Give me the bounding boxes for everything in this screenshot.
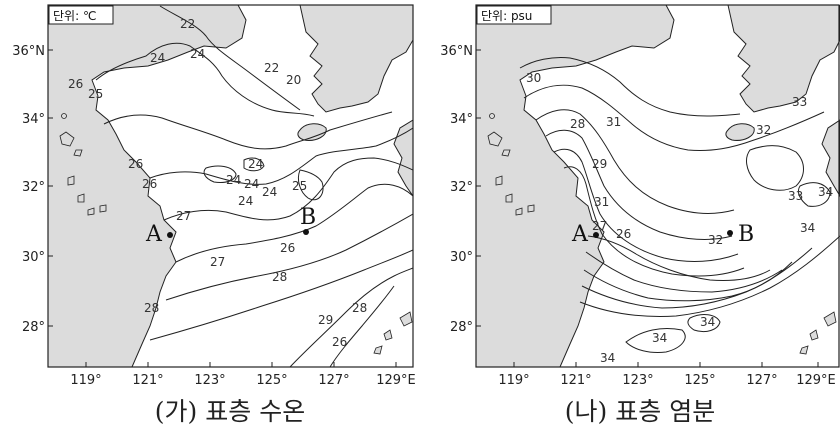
contour-label: 26 (332, 335, 347, 349)
lat-tick-label: 28° (22, 320, 45, 335)
lon-tick-label: 123° (622, 373, 653, 388)
latitude-axis: 36°N 34° 32° 30° 28° (12, 44, 53, 335)
contour-label: 33 (792, 95, 807, 109)
point-b-marker (727, 230, 733, 236)
contour-label: 24 (244, 177, 259, 191)
latitude-axis: 36°N 34° 32° 30° 28° (440, 44, 481, 335)
contour-label: 29 (318, 313, 333, 327)
unit-label: 단위: ℃ (53, 9, 96, 23)
contour-label: 22 (180, 17, 195, 31)
contour-labels: 22 24 22 20 26 25 24 26 24 24 24 24 24 2… (68, 17, 367, 349)
contour-label: 27 (176, 209, 191, 223)
lon-tick-label: 129°E (796, 373, 836, 388)
contour-label: 27 (210, 255, 225, 269)
contour-label: 28 (272, 270, 287, 284)
jeju-island (725, 123, 755, 141)
contour-label: 25 (292, 179, 307, 193)
contour-label: 22 (264, 61, 279, 75)
contour-label: 26 (68, 77, 83, 91)
salinity-map: 30 31 28 33 32 29 31 27 26 32 33 34 34 3… (440, 4, 840, 388)
lat-tick-label: 30° (22, 250, 45, 265)
point-a-label: A (571, 222, 589, 247)
china-landmass (48, 5, 247, 367)
point-a-marker (593, 232, 599, 238)
contour-label: 26 (616, 227, 631, 241)
contour-label: 24 (262, 185, 277, 199)
temperature-map-caption: (가) 표층 수온 (154, 397, 306, 426)
temperature-map: 22 24 22 20 26 25 24 26 24 24 24 24 24 2… (12, 4, 416, 388)
lat-tick-label: 34° (22, 112, 45, 127)
contour-label: 26 (280, 241, 295, 255)
contour-label: 33 (788, 189, 803, 203)
contour-label: 24 (248, 157, 263, 171)
lon-tick-label: 121° (560, 373, 591, 388)
contour-label: 28 (352, 301, 367, 315)
contour-label: 26 (142, 177, 157, 191)
lat-tick-label: 34° (450, 112, 473, 127)
lat-tick-label: 32° (22, 180, 45, 195)
unit-label-box (476, 5, 552, 25)
salinity-map-caption: (나) 표층 염분 (564, 397, 716, 426)
lon-tick-label: 125° (684, 373, 715, 388)
contour-label: 24 (226, 173, 241, 187)
contour-label: 32 (708, 233, 723, 247)
isohaline-contours (519, 57, 840, 353)
lon-tick-label: 123° (194, 373, 225, 388)
contour-label: 34 (652, 331, 667, 345)
contour-label: 20 (286, 73, 301, 87)
isotherm-contours (95, 5, 413, 367)
point-b-label: B (738, 222, 754, 247)
contour-label: 28 (144, 301, 159, 315)
contour-label: 34 (818, 185, 833, 199)
contour-label: 24 (190, 47, 205, 61)
unit-label-box (48, 5, 114, 25)
lat-tick-label: 32° (450, 180, 473, 195)
lat-tick-label: 30° (450, 250, 473, 265)
unit-label: 단위: psu (481, 9, 532, 23)
contour-label: 31 (606, 115, 621, 129)
contour-label: 24 (150, 51, 165, 65)
lat-tick-label: 36°N (12, 44, 45, 59)
longitude-axis: 119° 121° 123° 125° 127° 129°E (498, 362, 836, 388)
contour-label: 34 (700, 315, 715, 329)
contour-label: 25 (88, 87, 103, 101)
lon-tick-label: 119° (498, 373, 529, 388)
longitude-axis: 119° 121° 123° 125° 127° 129°E (70, 362, 416, 388)
contour-labels: 30 31 28 33 32 29 31 27 26 32 33 34 34 3… (526, 71, 833, 365)
contour-label: 28 (570, 117, 585, 131)
point-b-label: B (300, 205, 316, 230)
lon-tick-label: 125° (256, 373, 287, 388)
jeju-island (297, 123, 327, 141)
lon-tick-label: 121° (132, 373, 163, 388)
lat-tick-label: 28° (450, 320, 473, 335)
contour-label: 34 (800, 221, 815, 235)
lon-tick-label: 119° (70, 373, 101, 388)
contour-label: 24 (238, 194, 253, 208)
korea-landmass (299, 5, 413, 113)
lat-tick-label: 36°N (440, 44, 473, 59)
contour-label: 26 (128, 157, 143, 171)
lon-tick-label: 127° (746, 373, 777, 388)
contour-label: 32 (756, 123, 771, 137)
point-a-marker (167, 232, 173, 238)
point-b-marker (303, 229, 309, 235)
contour-label: 27 (592, 219, 607, 233)
contour-label: 31 (594, 195, 609, 209)
contour-label: 34 (600, 351, 615, 365)
lon-tick-label: 127° (318, 373, 349, 388)
point-a-label: A (145, 222, 163, 247)
temperature-map-panel: 22 24 22 20 26 25 24 26 24 24 24 24 24 2… (0, 0, 420, 392)
china-landmass (476, 5, 675, 367)
lon-tick-label: 129°E (376, 373, 416, 388)
contour-label: 29 (592, 157, 607, 171)
salinity-map-panel: 30 31 28 33 32 29 31 27 26 32 33 34 34 3… (420, 0, 840, 392)
korea-landmass (727, 5, 840, 113)
contour-label: 30 (526, 71, 541, 85)
